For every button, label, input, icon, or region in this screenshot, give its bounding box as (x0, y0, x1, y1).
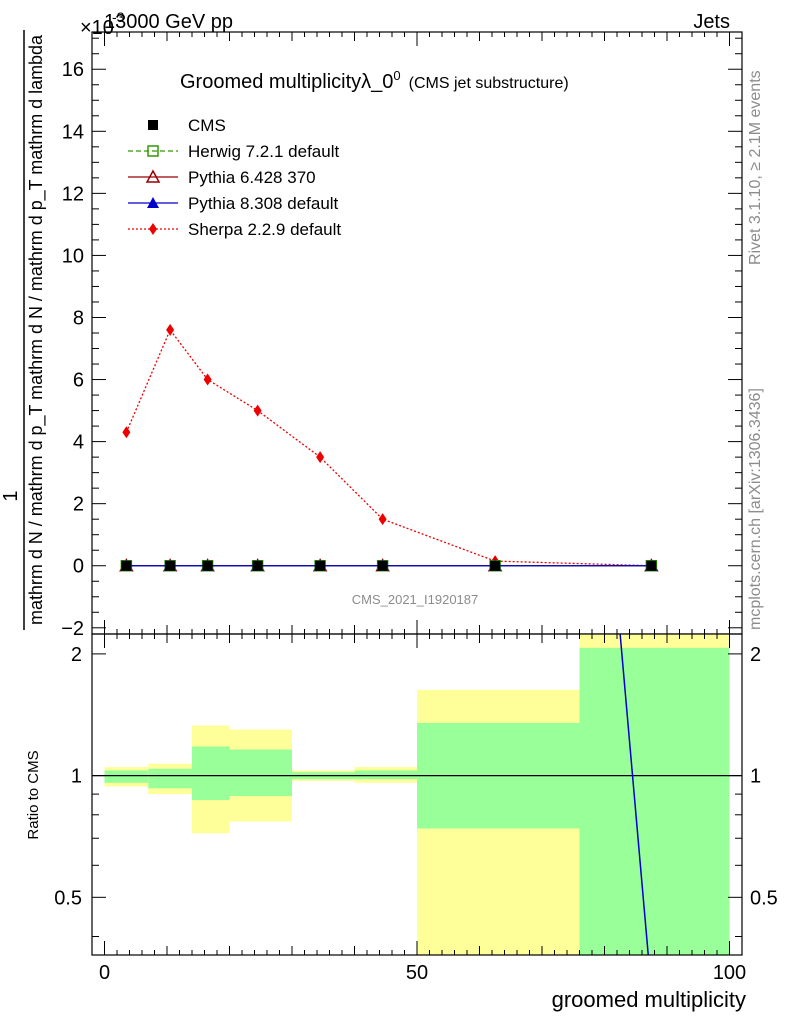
legend-cms-marker (148, 120, 158, 130)
series-cms-point (165, 560, 176, 571)
header-left: 13000 GeV pp (104, 11, 233, 33)
series-sherpa-2-2-9-default-point (203, 373, 212, 386)
ratio-y-tick-label-right: 1 (750, 766, 761, 788)
ratio-y-tick-label: 0.5 (54, 887, 82, 909)
x-axis-label: groomed multiplicity (552, 987, 746, 1012)
legend-sherpa-2-2-9-default-label: Sherpa 2.2.9 default (188, 220, 341, 239)
legend-sherpa-2-2-9-default-marker (149, 223, 157, 235)
series-cms-point (252, 560, 263, 571)
x-tick-label: 0 (99, 962, 110, 984)
y-tick-label: −2 (61, 618, 84, 640)
legend-herwig-7-2-1-default-label: Herwig 7.2.1 default (188, 142, 339, 161)
y-tick-label: 2 (73, 494, 84, 516)
legend-herwig-7-2-1-default-marker (147, 145, 159, 157)
header-right: Jets (693, 11, 730, 33)
series-cms-point (377, 560, 388, 571)
ratio-band-green-1 (148, 768, 192, 789)
ratio-band-green-2 (192, 746, 230, 801)
ratio-y-tick-label-right: 2 (750, 644, 761, 666)
legend-pythia-8-308-default-label: Pythia 8.308 default (188, 194, 339, 213)
mcplots-label: mcplots.cern.ch [arXiv:1306.3436] (747, 388, 764, 630)
ratio-panel: 0 50 100 0.5 0.5 1 1 2 2 (54, 633, 778, 984)
series-sherpa-2-2-9-default-point (166, 323, 175, 336)
legend-pythia-8-308-default-marker (147, 197, 159, 208)
y-label-denominator: mathrm d N / mathrm d p_T mathrm d N / m… (26, 34, 47, 625)
main-panel: −2 0 2 4 6 8 10 12 14 16 (61, 31, 743, 640)
y-tick-label: 10 (62, 245, 84, 267)
x-tick-label: 100 (713, 962, 746, 984)
y-tick-label: 6 (73, 370, 84, 392)
rivet-label: Rivet 3.1.10, ≥ 2.1M events (747, 70, 764, 265)
legend-pythia-6-428-370-marker (145, 169, 161, 183)
watermark: CMS_2021_I1920187 (352, 592, 479, 607)
ratio-band-green-0 (104, 770, 149, 783)
ratio-band-green-7 (579, 647, 730, 955)
ratio-y-label: Ratio to CMS (25, 750, 42, 839)
y-tick-label: 4 (73, 432, 84, 454)
series-sherpa-2-2-9-default-point (316, 451, 325, 464)
series-cms-point (121, 560, 132, 571)
series-sherpa-2-2-9-default-point (122, 426, 131, 439)
ratio-y-tick-label: 2 (71, 644, 82, 666)
chart-title-main: Groomed multiplicity (180, 71, 361, 93)
series-sherpa-2-2-9-default-point (253, 404, 262, 417)
y-tick-label: 14 (62, 121, 84, 143)
chart-title-sup: 0 (393, 68, 400, 83)
ratio-band-green-3 (229, 749, 292, 797)
series-cms-point (315, 560, 326, 571)
series-sherpa-2-2-9-default-line (125, 328, 652, 567)
chart-title: Groomed multiplicityλ_00 (CMS jet substru… (180, 68, 569, 93)
series-sherpa-2-2-9-default-point (378, 513, 387, 526)
chart-title-symbol: λ_0 (361, 71, 393, 93)
y-tick-label: 16 (62, 59, 84, 81)
ratio-y-tick-label-right: 0.5 (750, 887, 778, 909)
series-cms-point (202, 560, 213, 571)
exponent-power: -3 (112, 9, 125, 25)
exponent-label: ×10 (80, 17, 114, 39)
series-cms-point (490, 560, 501, 571)
y-label-numerator: 1 (0, 490, 22, 501)
legend-pythia-6-428-370-label: Pythia 6.428 370 (188, 168, 316, 187)
y-tick-label: 0 (73, 556, 84, 578)
ratio-line-pythia8 (619, 633, 649, 956)
ratio-band-green-5 (354, 770, 417, 780)
series-cms-point (646, 560, 657, 571)
x-tick-label: 50 (406, 962, 428, 984)
y-tick-label: 8 (73, 307, 84, 329)
chart-subtitle: (CMS jet substructure) (409, 75, 569, 92)
ratio-y-tick-label: 1 (71, 766, 82, 788)
legend-cms-label: CMS (188, 116, 226, 135)
y-tick-label: 12 (62, 183, 84, 205)
legend: CMS Herwig 7.2.1 default Pythia 6.428 370 P… (128, 116, 341, 239)
